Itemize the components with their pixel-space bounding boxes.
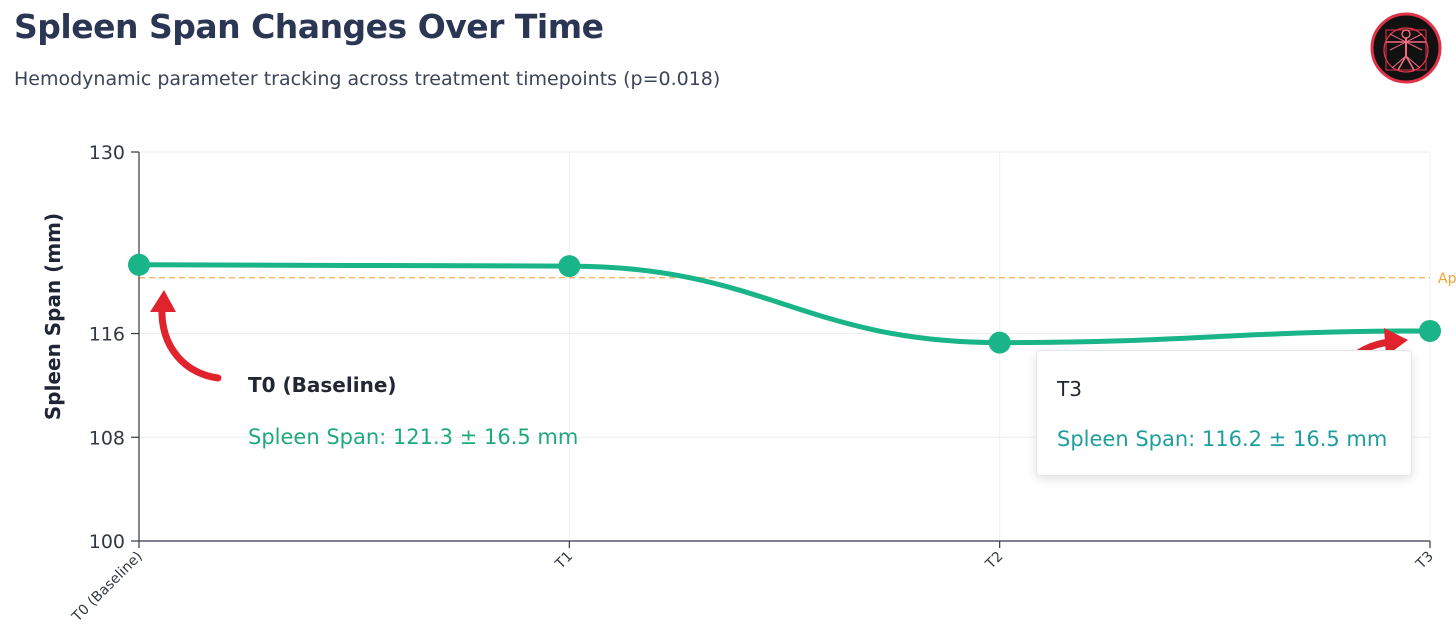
series-line-spleen-span xyxy=(136,262,1433,346)
data-tooltip: T3 Spleen Span: 116.2 ± 16.5 mm xyxy=(1036,350,1412,476)
x-tick-label: T3 xyxy=(1412,549,1436,573)
tooltip-value: Spleen Span: 116.2 ± 16.5 mm xyxy=(1057,427,1388,451)
tooltip-title: T3 xyxy=(1057,377,1082,401)
page-title: Spleen Span Changes Over Time xyxy=(14,7,604,46)
x-tick-label: T0 (Baseline) xyxy=(69,549,146,626)
y-tick-label: 130 xyxy=(89,142,125,164)
y-tick-label: 108 xyxy=(89,427,125,449)
x-axis-ticks: T0 (Baseline) T1 T2 T3 xyxy=(69,541,1437,626)
y-axis-title: Spleen Span (mm) xyxy=(41,213,65,420)
y-tick-label: 116 xyxy=(89,324,125,346)
vitruvian-man-icon xyxy=(1370,12,1442,84)
series-points xyxy=(128,253,1441,354)
data-point-0[interactable] xyxy=(128,253,150,276)
data-point-2[interactable] xyxy=(988,331,1011,354)
x-tick-label: T2 xyxy=(982,549,1006,573)
y-tick-label: 100 xyxy=(89,531,125,553)
chart-grid xyxy=(139,151,1431,542)
chart-axes xyxy=(138,152,1430,542)
y-axis-ticks: 100 108 116 130 xyxy=(89,142,139,553)
annotation-title-t0: T0 (Baseline) xyxy=(248,373,397,397)
annotation-value-t0: Spleen Span: 121.3 ± 16.5 mm xyxy=(248,425,578,449)
arrow-to-baseline-icon xyxy=(150,290,222,382)
data-point-1[interactable] xyxy=(558,255,581,278)
x-tick-label: T1 xyxy=(552,549,576,573)
page-subtitle: Hemodynamic parameter tracking across tr… xyxy=(14,68,721,90)
data-point-3[interactable] xyxy=(1419,319,1441,342)
reference-line-label: Ap xyxy=(1438,271,1456,287)
